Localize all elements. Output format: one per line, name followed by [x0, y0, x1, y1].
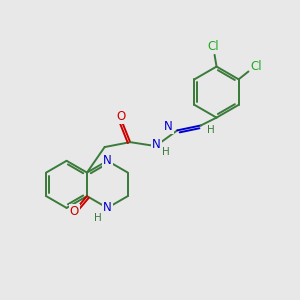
- Text: N: N: [103, 201, 112, 214]
- Text: N: N: [152, 138, 161, 151]
- Text: O: O: [70, 205, 79, 218]
- Text: H: H: [162, 147, 170, 157]
- Text: Cl: Cl: [208, 40, 219, 53]
- Text: Cl: Cl: [250, 60, 262, 73]
- Text: H: H: [207, 125, 214, 135]
- Text: N: N: [164, 120, 173, 133]
- Text: N: N: [103, 154, 112, 167]
- Text: H: H: [94, 213, 101, 223]
- Text: O: O: [117, 110, 126, 123]
